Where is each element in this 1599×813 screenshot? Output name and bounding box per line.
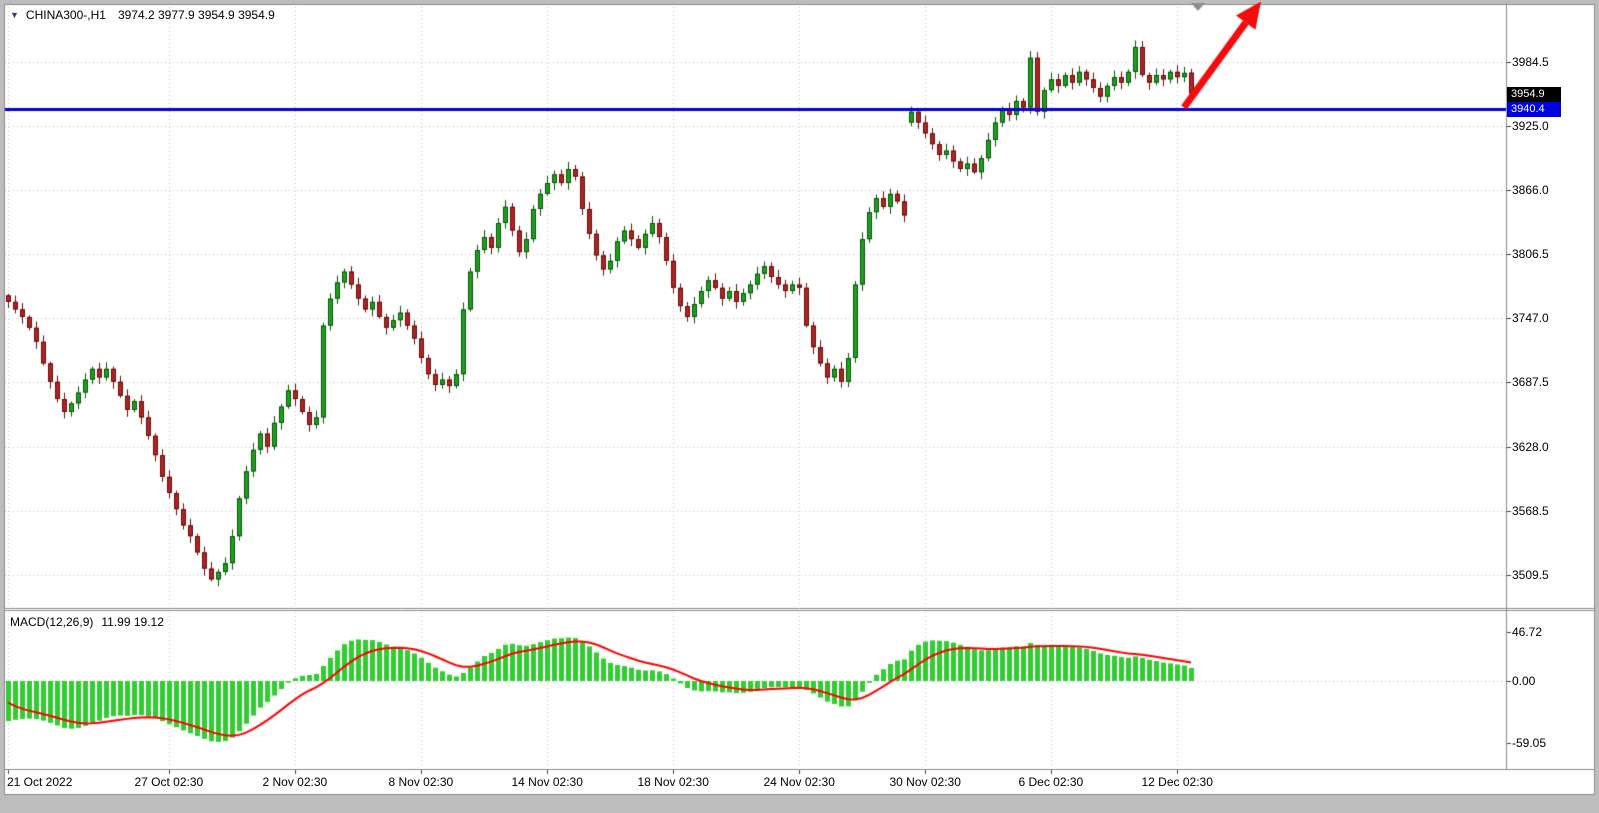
macd-name: MACD(12,26,9)	[10, 615, 94, 629]
price-tick-label: 3509.5	[1512, 568, 1549, 582]
bid-price-tag: 3954.9	[1507, 87, 1561, 102]
time-tick-label: 30 Nov 02:30	[889, 775, 961, 789]
price-tick-label: 3925.0	[1512, 119, 1549, 133]
time-tick-label: 18 Nov 02:30	[637, 775, 709, 789]
macd-tick-label: 46.72	[1512, 625, 1543, 639]
price-axis[interactable]: 3984.5 3925.0 3866.0 3806.5 3747.0 3687.5 3628…	[1507, 4, 1597, 608]
macd-axis[interactable]: 46.72 0.00 -59.05	[1507, 611, 1597, 769]
time-tick-label: 21 Oct 2022	[7, 775, 73, 789]
time-tick-label: 14 Nov 02:30	[511, 775, 583, 789]
price-tick-label: 3866.0	[1512, 183, 1549, 197]
price-tick-label: 3747.0	[1512, 311, 1549, 325]
macd-tick-label: 0.00	[1512, 674, 1536, 688]
time-tick-label: 27 Oct 02:30	[134, 775, 204, 789]
time-axis[interactable]: 21 Oct 2022 27 Oct 02:30 2 Nov 02:30 8 Nov …	[4, 770, 1506, 795]
macd-current-values: 11.99 19.12	[101, 615, 164, 629]
macd-indicator-label: MACD(12,26,9) 11.99 19.12	[10, 615, 164, 629]
price-tick-label: 3687.5	[1512, 375, 1549, 389]
panel-splitter[interactable]	[4, 606, 1595, 612]
price-tick-label: 3628.0	[1512, 440, 1549, 454]
ohlc-values: 3974.2 3977.9 3954.9 3954.9	[117, 8, 275, 22]
time-tick-label: 12 Dec 02:30	[1141, 775, 1213, 789]
time-tick-label: 8 Nov 02:30	[388, 775, 454, 789]
chart-title: ▼ CHINA300-,H1 3974.2 3977.9 3954.9 3954.9	[10, 8, 275, 22]
macd-tick-label: -59.05	[1512, 736, 1547, 750]
time-tick-label: 24 Nov 02:30	[763, 775, 835, 789]
hline-price-tag: 3940.4	[1507, 102, 1561, 117]
time-tick-label: 2 Nov 02:30	[262, 775, 328, 789]
collapse-quotes-icon[interactable]: ▼	[10, 10, 19, 20]
price-tick-label: 3984.5	[1512, 55, 1549, 69]
price-tick-label: 3568.5	[1512, 504, 1549, 518]
time-tick-label: 6 Dec 02:30	[1018, 775, 1084, 789]
symbol-timeframe-label: CHINA300-,H1	[25, 8, 106, 22]
price-tick-label: 3806.5	[1512, 247, 1549, 261]
